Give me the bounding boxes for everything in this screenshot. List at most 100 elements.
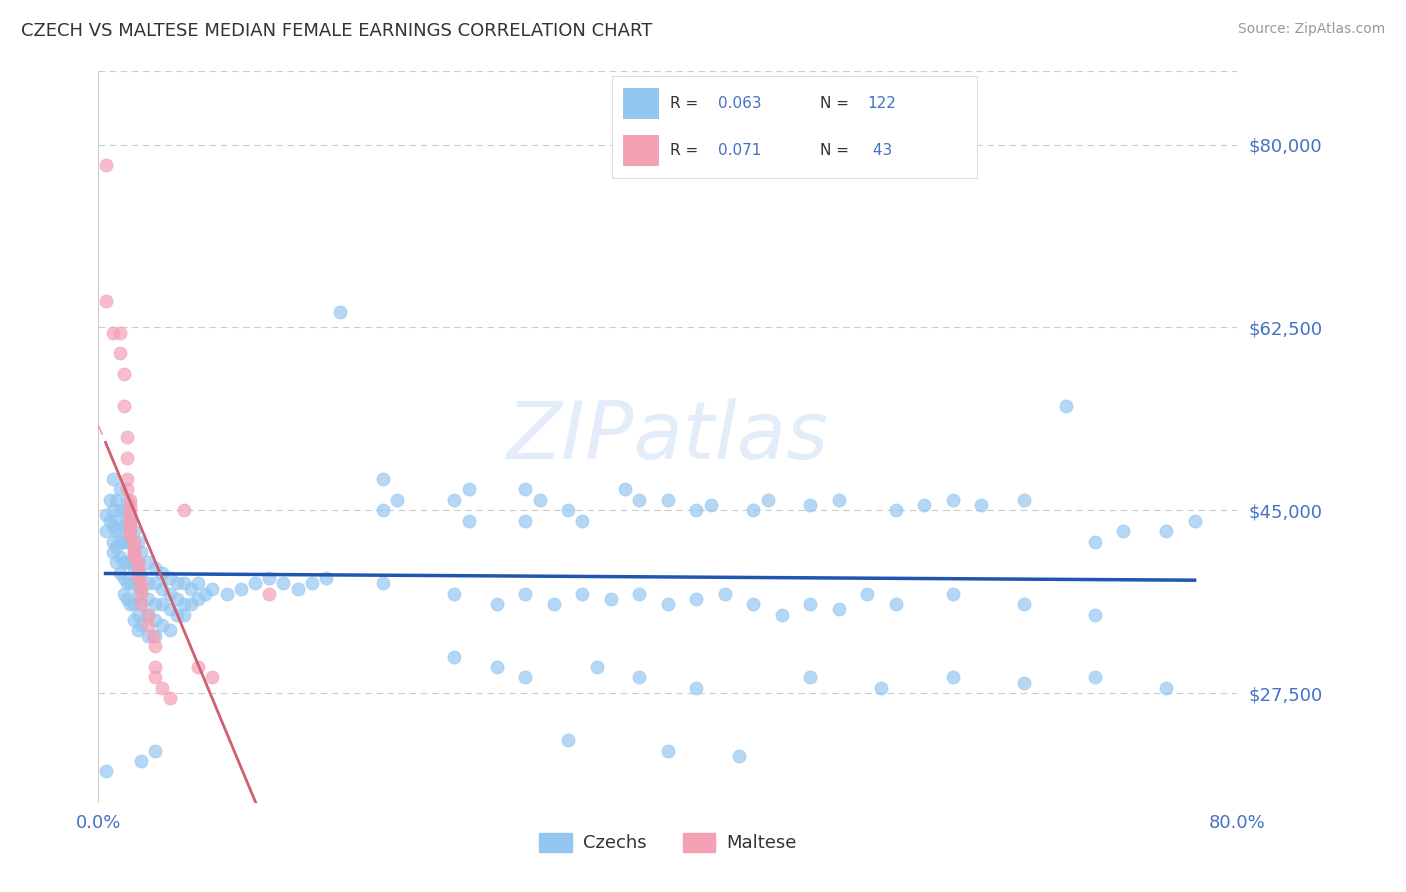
Point — [115, 534, 138, 549]
Point — [101, 545, 124, 559]
Point — [742, 597, 765, 611]
Point — [1056, 399, 1078, 413]
Point — [628, 587, 651, 601]
Text: ZIPatlas: ZIPatlas — [506, 398, 830, 476]
Point — [129, 597, 152, 611]
Text: R =: R = — [671, 144, 703, 158]
Point — [122, 550, 145, 565]
Point — [301, 576, 323, 591]
Point — [1084, 607, 1107, 622]
Point — [108, 524, 131, 538]
Point — [112, 519, 135, 533]
Point — [112, 571, 135, 585]
Point — [728, 748, 751, 763]
Point — [122, 576, 145, 591]
Point — [870, 681, 893, 695]
Point — [145, 613, 167, 627]
Point — [118, 498, 141, 512]
Point — [187, 660, 209, 674]
Point — [756, 492, 779, 507]
Point — [215, 587, 238, 601]
Point — [373, 503, 395, 517]
Point — [118, 576, 141, 591]
Point — [685, 681, 707, 695]
Point — [159, 691, 181, 706]
Text: N =: N = — [820, 96, 853, 111]
Point — [585, 660, 607, 674]
Point — [94, 508, 117, 523]
Text: R =: R = — [671, 96, 703, 111]
Point — [129, 597, 152, 611]
Point — [373, 472, 395, 486]
Point — [94, 524, 117, 538]
Point — [129, 545, 152, 559]
Point — [699, 498, 721, 512]
Point — [614, 483, 637, 497]
Point — [127, 571, 149, 585]
Point — [104, 514, 127, 528]
Point — [912, 498, 935, 512]
Point — [94, 158, 117, 172]
Point — [287, 582, 309, 596]
Point — [1154, 681, 1177, 695]
Point — [118, 503, 141, 517]
Point — [118, 524, 141, 538]
Point — [122, 545, 145, 559]
Text: 0.071: 0.071 — [717, 144, 761, 158]
Point — [101, 534, 124, 549]
Point — [112, 368, 135, 382]
Point — [180, 582, 202, 596]
Point — [628, 670, 651, 684]
Point — [115, 483, 138, 497]
Point — [486, 597, 509, 611]
Point — [136, 607, 159, 622]
Point — [112, 503, 135, 517]
Point — [145, 639, 167, 653]
Point — [571, 514, 593, 528]
Point — [122, 545, 145, 559]
Point — [259, 571, 281, 585]
Point — [98, 492, 121, 507]
Point — [685, 592, 707, 607]
Point — [112, 399, 135, 413]
Point — [122, 524, 145, 538]
Point — [828, 492, 851, 507]
Point — [243, 576, 266, 591]
Point — [173, 576, 195, 591]
Text: Source: ZipAtlas.com: Source: ZipAtlas.com — [1237, 22, 1385, 37]
Text: N =: N = — [820, 144, 853, 158]
Point — [101, 503, 124, 517]
Point — [315, 571, 337, 585]
Point — [571, 587, 593, 601]
Point — [657, 743, 679, 757]
Point — [141, 629, 163, 643]
Point — [600, 592, 623, 607]
Point — [1012, 492, 1035, 507]
Point — [108, 346, 131, 360]
Point — [884, 597, 907, 611]
Point — [127, 534, 149, 549]
Point — [173, 503, 195, 517]
Point — [104, 492, 127, 507]
Point — [1184, 514, 1206, 528]
Point — [104, 556, 127, 570]
Point — [108, 550, 131, 565]
Point — [122, 597, 145, 611]
Legend: Czechs, Maltese: Czechs, Maltese — [533, 826, 803, 860]
Point — [273, 576, 295, 591]
Point — [145, 743, 167, 757]
Point — [970, 498, 993, 512]
Point — [104, 524, 127, 538]
Point — [187, 576, 209, 591]
Point — [129, 582, 152, 596]
Point — [127, 607, 149, 622]
Point — [129, 582, 152, 596]
Point — [115, 430, 138, 444]
Point — [104, 540, 127, 554]
Text: 122: 122 — [868, 96, 897, 111]
Point — [557, 503, 579, 517]
Point — [443, 587, 465, 601]
Point — [443, 492, 465, 507]
Point — [108, 503, 131, 517]
Point — [122, 560, 145, 574]
